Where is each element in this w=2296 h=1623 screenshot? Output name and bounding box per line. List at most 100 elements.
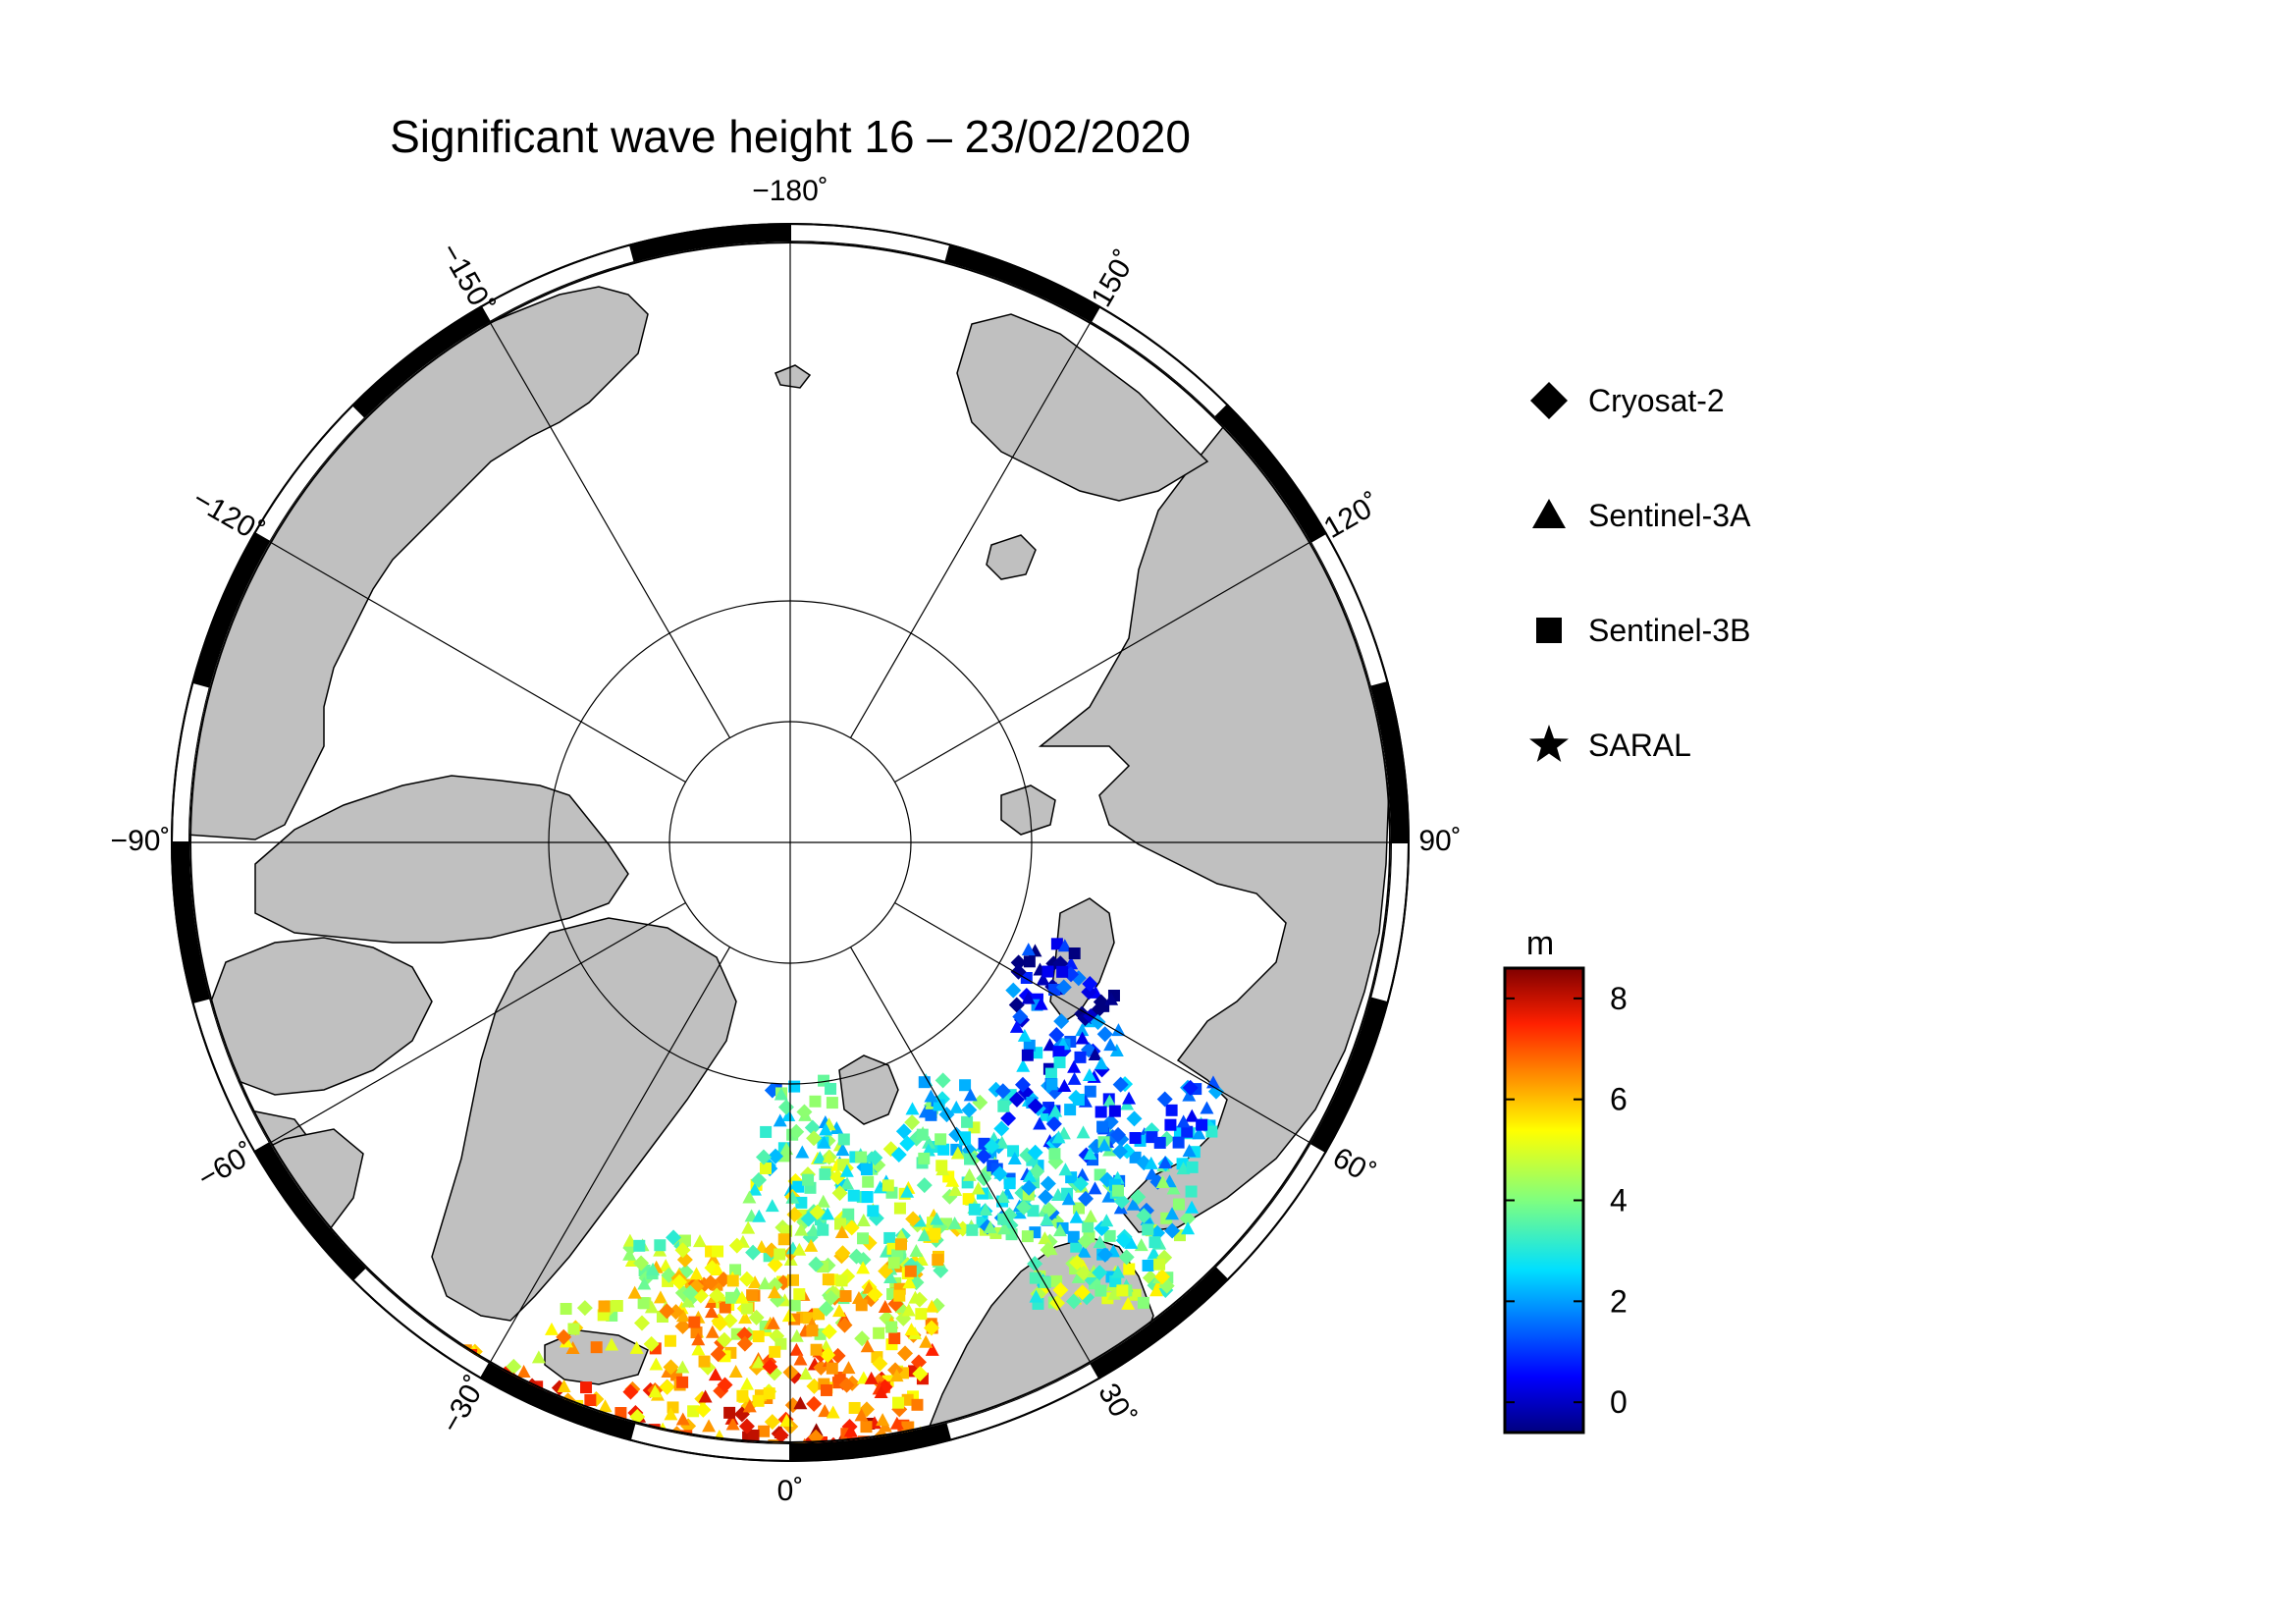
observation-marker <box>1075 1031 1090 1045</box>
observation-marker <box>482 1406 497 1420</box>
observation-marker <box>1164 1118 1177 1131</box>
observation-marker <box>644 1300 659 1314</box>
observation-marker <box>1034 997 1048 1010</box>
observation-marker <box>792 1242 807 1256</box>
observation-marker <box>1147 1246 1161 1260</box>
observation-marker <box>793 1288 806 1301</box>
observation-marker <box>637 1276 652 1290</box>
observation-marker <box>781 1309 796 1323</box>
observation-marker <box>889 1369 904 1382</box>
observation-marker <box>934 1072 951 1089</box>
observation-marker <box>1094 1056 1108 1070</box>
observation-marker <box>682 1284 699 1301</box>
observation-marker <box>1185 1109 1200 1122</box>
observation-marker <box>1078 1190 1095 1207</box>
observation-marker <box>842 1208 855 1220</box>
observation-marker <box>829 1347 846 1364</box>
observation-marker <box>773 1427 789 1443</box>
land-greenland <box>431 917 737 1322</box>
observation-marker <box>1097 1138 1112 1152</box>
observation-marker <box>834 1217 847 1230</box>
observation-marker <box>728 1237 745 1254</box>
observation-marker <box>664 1407 678 1421</box>
observation-marker <box>738 1311 753 1325</box>
observation-marker <box>556 1328 572 1345</box>
observation-marker <box>883 1231 896 1244</box>
observation-marker <box>769 1345 781 1358</box>
colorbar-tick-label: 2 <box>1610 1283 1628 1319</box>
observation-marker <box>924 1089 938 1103</box>
observation-marker <box>704 1305 719 1319</box>
observation-marker <box>489 1405 506 1422</box>
observation-marker <box>836 1317 853 1333</box>
observation-marker <box>1027 1144 1043 1161</box>
observation-marker <box>785 1190 800 1204</box>
observation-marker <box>1103 1038 1118 1052</box>
colorbar-tick-label: 6 <box>1610 1082 1628 1117</box>
observation-marker <box>1205 1125 1218 1138</box>
observation-marker <box>1010 963 1027 980</box>
observation-marker <box>1112 1143 1129 1160</box>
observation-marker <box>742 1399 757 1413</box>
observation-marker <box>1155 1175 1170 1189</box>
observation-marker <box>712 1316 728 1332</box>
colorbar-tick-label: 0 <box>1610 1384 1628 1420</box>
observation-marker <box>819 1122 833 1136</box>
observation-marker <box>758 1425 771 1437</box>
observation-marker <box>899 1135 916 1152</box>
observation-marker <box>948 1182 963 1196</box>
observation-marker <box>1021 943 1036 956</box>
observation-marker <box>1153 1136 1166 1149</box>
observation-marker <box>746 1289 759 1302</box>
observation-marker <box>826 1362 838 1375</box>
observation-marker <box>1186 1161 1199 1173</box>
observation-marker <box>586 1440 601 1443</box>
observation-marker <box>945 1173 960 1187</box>
meridian-line <box>849 947 1092 1364</box>
longitude-label: −90˚ <box>111 825 171 857</box>
observation-marker <box>675 1309 690 1323</box>
observation-marker <box>913 1214 928 1227</box>
colorbar-ticks: 8 6 4 2 0 <box>1505 981 1628 1420</box>
observation-marker <box>1012 1008 1029 1025</box>
observation-marker <box>843 1219 860 1236</box>
meridian-line <box>269 901 686 1144</box>
observation-marker <box>567 1323 580 1335</box>
observation-marker <box>1040 1213 1054 1226</box>
observation-marker <box>1129 1151 1142 1163</box>
observation-marker <box>1048 1104 1063 1117</box>
observation-marker <box>834 1245 851 1262</box>
observation-marker <box>831 1185 848 1202</box>
observation-marker <box>1172 1198 1185 1211</box>
observation-marker <box>819 1167 831 1180</box>
observation-marker <box>687 1405 700 1418</box>
observation-marker <box>1033 1116 1047 1130</box>
observation-marker <box>843 1424 858 1437</box>
observation-marker <box>1111 1184 1124 1197</box>
observation-marker <box>1103 1229 1116 1242</box>
longitude-label: 30˚ <box>1092 1378 1141 1431</box>
observation-marker <box>712 1245 724 1258</box>
observation-marker <box>747 1429 760 1441</box>
observation-marker <box>1110 1265 1125 1278</box>
observation-marker <box>961 1102 978 1118</box>
observation-marker <box>719 1301 731 1314</box>
observation-marker <box>1109 1274 1122 1287</box>
observation-marker <box>930 1212 944 1225</box>
legend-label: Sentinel-3B <box>1588 613 1750 648</box>
observation-marker <box>809 1095 822 1108</box>
observation-marker <box>649 1357 664 1371</box>
observation-marker <box>961 1115 974 1128</box>
observation-marker <box>747 1182 762 1196</box>
observation-marker <box>905 1102 920 1115</box>
observation-marker <box>724 1291 737 1304</box>
meridian-line <box>269 541 686 784</box>
observation-marker <box>917 1228 932 1242</box>
observation-marker <box>822 1273 834 1286</box>
observation-marker <box>949 1100 964 1113</box>
observation-marker <box>810 1343 823 1356</box>
observation-marker <box>894 1238 907 1251</box>
observation-marker <box>887 1257 900 1270</box>
meridian-line <box>894 541 1311 784</box>
observation-marker <box>1158 1155 1173 1168</box>
